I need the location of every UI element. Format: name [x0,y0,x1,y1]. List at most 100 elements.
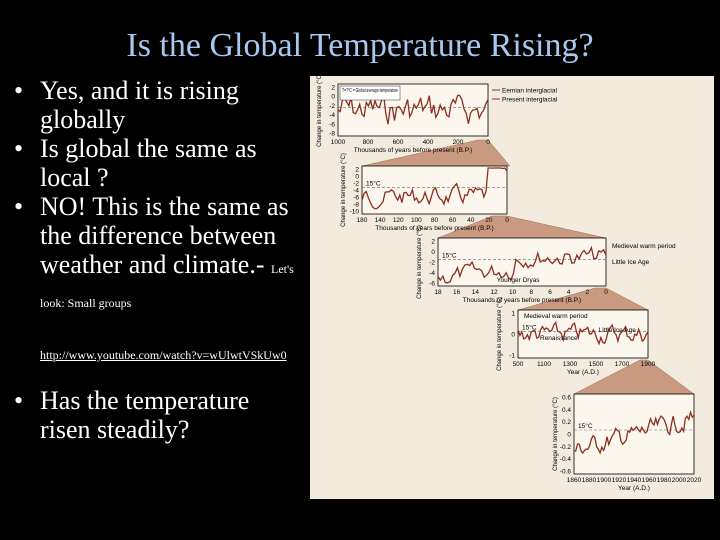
bullet-list-2: • Has the temperature risen steadily? [14,386,304,444]
x-tick-label: 4 [567,289,571,296]
x-tick-label: 1860 [567,477,582,484]
x-tick-label: 0 [604,289,608,296]
y-tick-label: 0.4 [562,407,571,414]
x-tick-label: 0 [505,217,509,224]
x-tick-label: 800 [363,139,374,146]
y-tick-label: -4 [329,112,335,119]
bullet-dot: • [14,386,24,415]
x-axis-label: Year (A.D.) [618,485,650,492]
x-tick-label: 1980 [657,477,672,484]
x-tick-label: 18 [434,289,442,296]
reference-label: 15°C [578,422,593,430]
x-tick-label: 12 [490,289,498,296]
y-tick-label: -0.6 [560,469,572,476]
slide-title: Is the Global Temperature Rising? [126,27,594,64]
x-tick-label: 120 [393,217,404,224]
x-tick-label: 80 [431,217,439,224]
bullet-item: • Has the temperature risen steadily? [14,386,304,444]
x-tick-label: 8 [530,289,534,296]
inset-box [339,85,401,101]
inset-text: T=?°C = Global average temperature [342,88,398,94]
y-tick-label: 2 [331,85,335,92]
x-tick-label: 1920 [612,477,627,484]
y-tick-label: 2 [355,167,359,174]
x-tick-label: 2 [586,289,590,296]
bullet-text: Is global the same as local ? [40,134,257,192]
annotation-label: Little Ice Age [599,327,637,334]
bullet-text: Has the temperature risen steadily? [40,386,250,444]
x-tick-label: 200 [453,139,464,146]
x-tick-label: 1100 [537,361,551,368]
x-tick-label: 1000 [331,139,346,146]
x-tick-label: 1960 [642,477,657,484]
bullet-text: Yes, and it is rising globally [40,76,239,134]
x-tick-label: 20 [485,217,493,224]
bullet-dot: • [14,134,24,163]
y-axis-label: Change in temperature (°C) [341,153,347,227]
y-tick-label: -4 [429,270,435,277]
x-tick-label: 1940 [627,477,642,484]
temperature-curve [517,321,649,346]
x-tick-label: 0 [486,139,490,146]
bullet-item: • NO! This is the same as the difference… [14,192,304,318]
reference-label: 15°C [522,324,537,332]
y-tick-label: -8 [329,131,335,138]
x-tick-label: 6 [548,289,552,296]
bullet-text: NO! This is the same as the difference b… [40,192,289,279]
plot-frame [573,393,695,475]
y-tick-label: -10 [350,209,360,216]
youtube-link[interactable]: http://www.youtube.com/watch?v=wUlwtVSkU… [40,348,287,362]
y-tick-label: -0.2 [560,444,572,451]
y-tick-label: -4 [353,188,359,195]
reference-label: 15°C [442,252,457,260]
plot-frame [361,165,508,215]
y-tick-label: -6 [429,281,435,288]
x-axis-label: Thousands of years before present (B.P.) [375,225,493,232]
y-tick-label: 0.2 [562,419,571,426]
y-tick-label: 0 [511,332,515,339]
y-axis-label: Change in temperature (°C) [553,397,559,471]
y-tick-label: -0.4 [560,456,572,463]
x-tick-label: 1900 [597,477,612,484]
y-tick-label: 0.6 [562,395,571,402]
x-tick-label: 1500 [589,361,604,368]
y-tick-label: -2 [329,103,335,110]
temperature-curve [337,92,489,125]
x-tick-label: 60 [449,217,457,224]
y-tick-label: 0 [355,174,359,181]
x-tick-label: 1300 [563,361,578,368]
x-tick-label: 100 [411,217,422,224]
temperature-figure: 2 0 -2 -4 -6 -8 1000 800 600 400 200 0 Thousands of … [310,76,714,499]
bullet-dot: • [14,192,24,221]
y-axis-label: Change in temperature (°C) [417,225,423,299]
y-tick-label: -1 [509,353,515,360]
x-tick-label: 10 [509,289,517,296]
x-tick-label: 16 [453,289,461,296]
x-tick-label: 500 [513,361,524,368]
annotation-label: Little Ice Age [612,259,650,266]
temperature-curve [437,245,607,284]
y-tick-label: 0 [567,432,571,439]
y-tick-label: -8 [353,202,359,209]
bullet-list: • Yes, and it is rising globally • Is gl… [14,76,304,318]
y-tick-label: 0 [431,249,435,256]
x-tick-label: 2000 [672,477,687,484]
x-axis-label: Thousands of years before present (B.P.) [463,297,581,304]
x-tick-label: 14 [472,289,480,296]
bullet-dot: • [14,76,24,105]
y-axis-label: Change in temperature (°C) [497,297,503,371]
reference-label: 15°C [366,180,381,188]
annotation-label: Renaissance [540,335,578,342]
y-tick-label: -6 [353,195,359,202]
y-tick-label: -6 [329,121,335,128]
x-tick-label: 400 [423,139,434,146]
y-tick-label: 1 [511,311,515,318]
plot-frame [437,237,607,287]
bullet-item: • Is global the same as local ? [14,134,304,192]
annotation-label: Younger Dryas [497,277,541,284]
x-tick-label: 1880 [582,477,597,484]
y-tick-label: -2 [429,260,435,267]
x-axis-label: Thousands of years before present (B.P.) [354,147,472,154]
x-tick-label: 2020 [687,477,702,484]
